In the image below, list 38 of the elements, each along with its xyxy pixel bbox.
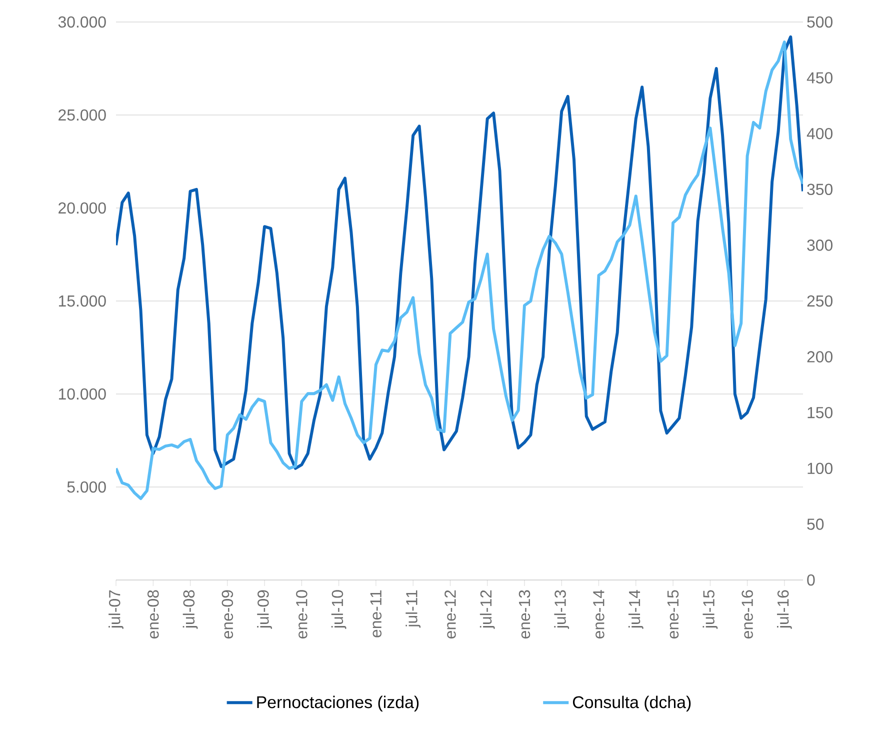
y-tick-label: 5.000 [67, 481, 106, 493]
y2-tick-label: 300 [807, 240, 832, 251]
y2-tick-label: 400 [806, 128, 832, 140]
y2-tick-label: 150 [808, 406, 832, 418]
x-tick-label: jul-13 [554, 590, 570, 629]
x-tick-label: jul-11 [406, 590, 421, 628]
y2-tick-label: 350 [807, 184, 832, 196]
y2-tick-label: 0 [807, 574, 815, 586]
x-tick-label: jul-16 [777, 590, 792, 629]
legend-label: Consulta (dcha) [572, 696, 691, 712]
x-tick-label: jul-07 [108, 590, 124, 629]
y-tick-label: 20.000 [58, 202, 106, 214]
x-tick-label: ene-12 [444, 590, 456, 638]
y2-tick-label: 500 [807, 16, 832, 28]
x-tick-label: jul-12 [480, 590, 495, 629]
x-tick-label: ene-10 [296, 590, 308, 638]
y2-tick-label: 200 [807, 351, 832, 362]
legend-label: Pernoctaciones (izda) [257, 696, 419, 712]
x-tick-label: ene-16 [742, 590, 753, 638]
x-tick-label: ene-13 [518, 590, 530, 638]
y-tick-label: 15.000 [58, 295, 106, 307]
x-tick-label: ene-09 [222, 590, 234, 638]
y-tick-label: 10.000 [58, 388, 106, 400]
y-tick-label: 25.000 [58, 109, 106, 121]
x-tick-label: jul-14 [628, 590, 644, 629]
x-tick-label: jul-09 [257, 590, 272, 629]
x-tick-label: ene-11 [370, 590, 382, 638]
x-tick-label: jul-08 [182, 590, 198, 629]
x-tick-label: jul-15 [702, 590, 718, 629]
x-tick-label: jul-10 [331, 590, 346, 629]
x-tick-label: ene-15 [667, 590, 679, 638]
y2-tick-label: 250 [807, 295, 832, 307]
y-tick-label: 30.000 [58, 16, 106, 28]
y2-tick-label: 450 [806, 72, 832, 84]
x-tick-label: ene-14 [593, 590, 604, 638]
x-tick-label: ene-08 [148, 590, 159, 638]
y2-tick-label: 50 [807, 518, 824, 530]
y2-tick-label: 100 [808, 462, 832, 474]
